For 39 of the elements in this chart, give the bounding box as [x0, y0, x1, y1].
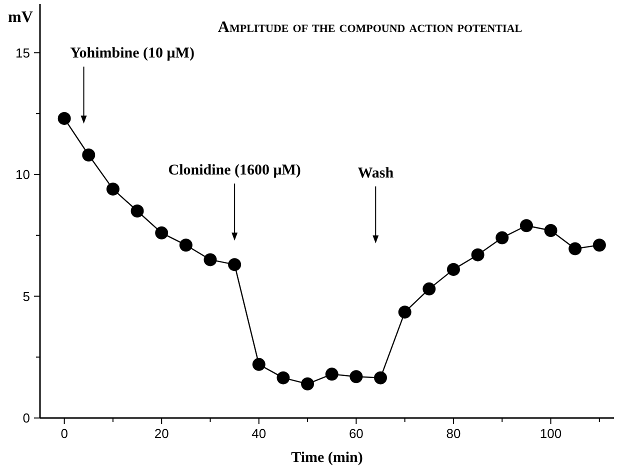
y-tick-label: 5	[22, 288, 30, 304]
point	[301, 377, 314, 390]
point	[106, 182, 120, 196]
point	[446, 262, 460, 276]
point	[58, 112, 71, 125]
point	[155, 226, 168, 240]
point	[179, 238, 192, 252]
ref-line-label: Yohimbine (10 μM)	[70, 46, 194, 62]
point	[276, 371, 290, 384]
y-tick-label: 0	[22, 410, 30, 426]
point	[592, 238, 606, 252]
point	[471, 248, 484, 262]
point	[398, 306, 412, 319]
x-tick-label: 20	[154, 426, 169, 441]
x-tick-label: 40	[252, 426, 266, 441]
point	[350, 370, 363, 384]
point	[82, 148, 96, 162]
x-tick-label: 80	[446, 426, 461, 441]
point	[422, 282, 436, 296]
point	[204, 253, 217, 266]
y-axis-title: mV	[8, 9, 34, 26]
point	[228, 258, 242, 272]
x-axis-title: Time (min)	[291, 450, 363, 466]
point	[374, 371, 388, 384]
ref-line-label: Wash	[358, 165, 394, 182]
text: Amplitude of the compound action potential	[218, 19, 522, 36]
ref-line-label: Clonidine (1600 μM)	[168, 162, 301, 179]
x-tick-label: 0	[60, 426, 68, 441]
point	[520, 219, 533, 232]
point	[496, 231, 509, 244]
y-tick-label: 10	[16, 167, 30, 182]
point	[130, 204, 144, 218]
y-tick-label: 15	[16, 45, 30, 60]
point	[325, 368, 338, 381]
x-tick-label: 100	[540, 426, 562, 441]
point	[568, 242, 582, 256]
x-tick-label: 60	[348, 426, 364, 441]
point	[252, 358, 266, 371]
point	[544, 224, 558, 237]
